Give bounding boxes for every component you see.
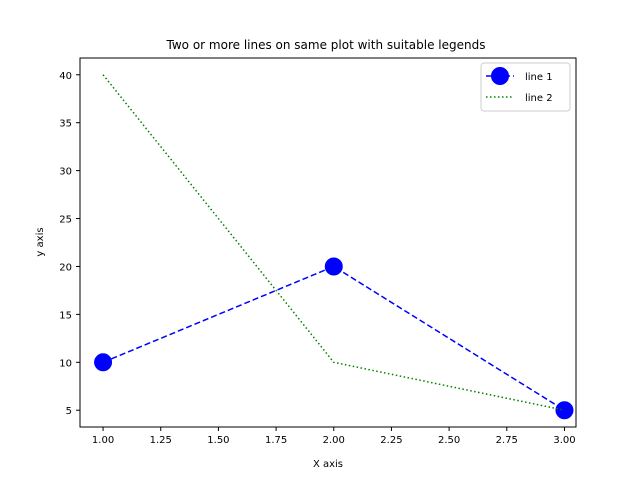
series-line-1	[102, 265, 565, 411]
x-tick-label: 2.00	[323, 435, 345, 446]
x-tick-label: 2.75	[496, 435, 518, 446]
legend-label-2: line 2	[525, 93, 553, 104]
y-tick-label: 30	[59, 167, 72, 178]
plot-frame	[79, 57, 577, 428]
legend-label-1: line 1	[525, 72, 553, 83]
x-tick-label: 3.00	[553, 435, 575, 446]
x-tick-label: 1.75	[265, 435, 287, 446]
series-1-point-1	[94, 353, 113, 372]
y-tick-label: 15	[59, 310, 72, 321]
x-tick-label: 2.50	[438, 435, 460, 446]
axis-ticks: 1.00 1.25 1.50 1.75 2.00 2.25 2.50 2.75 3.00 5 10 1…	[59, 71, 575, 446]
y-tick-label: 40	[59, 71, 72, 82]
y-tick-label: 10	[59, 358, 72, 369]
legend-marker-1	[491, 67, 509, 85]
plot-area	[94, 74, 574, 420]
y-axis-label: y axis	[35, 227, 46, 256]
y-tick-label: 20	[59, 262, 72, 273]
legend: line 1 line 2	[480, 62, 571, 112]
x-tick-label: 1.25	[150, 435, 172, 446]
x-tick-label: 1.00	[92, 435, 114, 446]
series-1-point-2	[324, 257, 343, 276]
y-tick-label: 35	[59, 119, 72, 130]
x-axis-label: X axis	[313, 459, 343, 470]
y-tick-label: 5	[66, 406, 72, 417]
series-line-2	[102, 74, 565, 411]
y-tick-label: 25	[59, 215, 72, 226]
x-tick-label: 2.25	[380, 435, 402, 446]
chart-title: Two or more lines on same plot with suit…	[166, 38, 486, 52]
x-tick-label: 1.50	[207, 435, 229, 446]
